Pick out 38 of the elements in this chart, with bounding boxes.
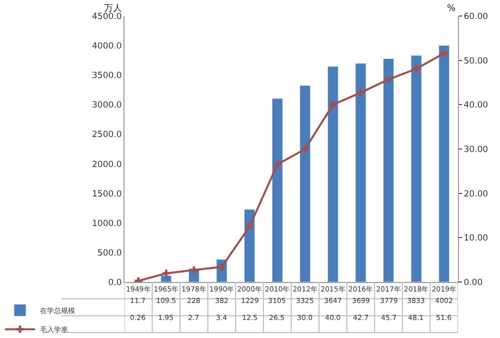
y-tick-label: 500.0 <box>97 248 122 258</box>
bar <box>382 58 394 282</box>
point <box>162 270 170 277</box>
point <box>412 65 420 72</box>
y2-tick-label: 20.00 <box>464 189 488 200</box>
y2-tick-label: 50.00 <box>464 56 488 66</box>
bar <box>300 85 311 282</box>
point <box>329 101 337 108</box>
bar <box>272 98 283 282</box>
y-tick-label: 4000.0 <box>92 42 122 52</box>
y2-axis-title: % <box>447 4 456 14</box>
y-tick-label: 2500.0 <box>92 130 122 140</box>
y-axis-title: 万人 <box>104 3 122 14</box>
y2-tick-label: 10.00 <box>464 234 488 244</box>
y-tick-label: 1500.0 <box>92 189 122 200</box>
bar <box>160 275 172 282</box>
y2-tick-label: 60.00 <box>464 12 488 22</box>
bar <box>410 55 422 282</box>
bar <box>327 66 338 282</box>
y2-tick-label: 40.00 <box>464 100 488 111</box>
bar <box>438 45 450 282</box>
point <box>274 160 281 168</box>
y-tick-label: 0.0 <box>108 278 122 288</box>
point <box>357 89 364 96</box>
y2-tick-label: 30.00 <box>464 144 488 155</box>
point <box>384 76 392 83</box>
point <box>440 50 448 57</box>
y2-tick-label: 0.00 <box>464 278 483 288</box>
bar <box>355 63 366 282</box>
y-tick-label: 3500.0 <box>92 71 122 82</box>
point <box>190 266 198 274</box>
y-tick-label: 3000.0 <box>92 100 122 111</box>
y-tick-label: 4500.0 <box>92 12 122 22</box>
point <box>246 222 254 230</box>
point <box>302 145 309 153</box>
bar <box>244 209 256 282</box>
y-tick-label: 2000.0 <box>92 160 122 170</box>
y-tick-label: 1000.0 <box>92 218 122 229</box>
